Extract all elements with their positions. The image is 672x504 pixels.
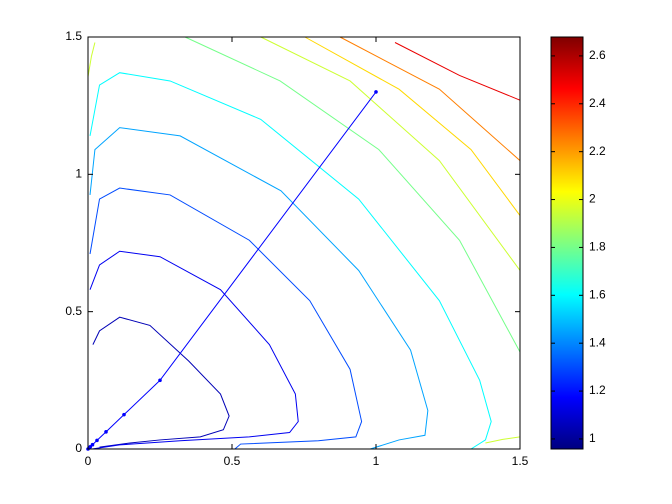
colorbar-tick-label: 2.2 bbox=[589, 144, 606, 158]
contour-line bbox=[485, 436, 521, 444]
contour-line bbox=[87, 42, 96, 77]
contour-line bbox=[260, 36, 521, 271]
colorbar-tick-label: 1.8 bbox=[589, 240, 606, 254]
path-point bbox=[90, 442, 95, 447]
contour-line bbox=[304, 36, 521, 216]
path-point bbox=[374, 90, 378, 94]
x-tick-label: 1 bbox=[373, 454, 380, 468]
contour-line bbox=[89, 127, 429, 450]
colorbar-tick-label: 1.4 bbox=[589, 335, 606, 349]
colorbar-tick-label: 1 bbox=[589, 431, 596, 445]
contour-line bbox=[394, 42, 521, 101]
colorbar-tick-label: 2.4 bbox=[589, 96, 606, 110]
contour-line bbox=[92, 316, 230, 448]
y-tick-label: 1 bbox=[75, 167, 82, 181]
colorbar-tick-label: 2 bbox=[589, 192, 596, 206]
y-tick-label: 1.5 bbox=[65, 29, 82, 43]
colorbar-tick-label: 2.6 bbox=[589, 48, 606, 62]
x-tick-label: 0 bbox=[85, 454, 92, 468]
contour-line bbox=[339, 36, 521, 161]
colorbar bbox=[550, 36, 584, 450]
path-point bbox=[95, 438, 99, 443]
y-tick-label: 0 bbox=[75, 441, 82, 455]
x-tick-label: 1.5 bbox=[512, 454, 529, 468]
path-point bbox=[158, 378, 162, 383]
contour-line bbox=[184, 36, 521, 353]
path-point bbox=[88, 445, 93, 449]
path-point bbox=[122, 412, 126, 417]
path-point bbox=[104, 430, 108, 434]
colorbar-tick-label: 1.6 bbox=[589, 287, 606, 301]
contour-line bbox=[89, 187, 363, 450]
y-tick-label: 0.5 bbox=[65, 304, 82, 318]
colorbar-tick-label: 1.2 bbox=[589, 383, 606, 397]
axes-box bbox=[87, 36, 521, 450]
contour-line bbox=[89, 250, 299, 450]
contour-line bbox=[89, 72, 492, 450]
x-tick-label: 0.5 bbox=[224, 454, 241, 468]
